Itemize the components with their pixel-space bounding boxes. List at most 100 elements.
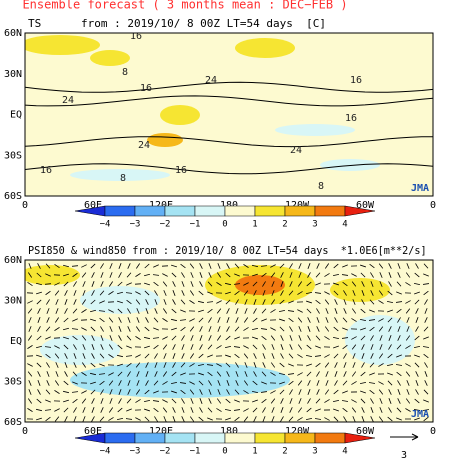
wind-vector — [63, 336, 69, 340]
wind-vector — [81, 309, 87, 313]
wind-vector — [135, 326, 141, 332]
wind-vector — [144, 345, 150, 349]
wind-vector — [36, 272, 42, 278]
wind-vector — [234, 399, 240, 403]
wind-vector — [334, 371, 338, 377]
wind-vector — [208, 389, 212, 395]
wind-vector — [280, 344, 284, 350]
colorbar-cell — [224, 432, 256, 444]
wind-vector — [225, 299, 231, 305]
wind-vector — [81, 362, 87, 368]
wind-vector — [415, 371, 419, 377]
wind-vector — [379, 335, 383, 341]
wind-vector — [332, 400, 340, 402]
wind-vector — [271, 353, 275, 359]
wind-vector — [100, 326, 104, 332]
wind-vector — [270, 398, 276, 404]
wind-vector — [251, 264, 259, 268]
wind-vector — [145, 362, 149, 368]
wind-vector — [64, 308, 68, 314]
wind-vector — [136, 308, 140, 314]
wind-vector — [91, 416, 95, 422]
wind-vector — [198, 380, 204, 386]
wind-vector — [190, 335, 194, 341]
wind-vector — [172, 416, 176, 422]
lon-label: 180 — [220, 200, 238, 211]
wind-vector — [423, 353, 429, 359]
wind-vector — [424, 317, 428, 323]
contour-label: 16 — [40, 165, 52, 176]
lon-label: 60W — [356, 426, 375, 437]
wind-vector — [413, 409, 421, 411]
panel-title: TS from : 2019/10/ 8 00Z LT=54 days [C] — [28, 17, 326, 30]
wind-vector — [98, 373, 106, 375]
wind-vector — [181, 335, 185, 341]
wind-vector — [369, 372, 375, 376]
wind-vector — [307, 326, 311, 332]
wind-vector — [388, 407, 392, 413]
wind-vector — [162, 407, 168, 413]
wind-vector — [423, 399, 429, 403]
wind-vector — [297, 380, 303, 386]
wind-vector — [172, 362, 176, 368]
wind-vector — [261, 318, 267, 322]
wind-vector — [405, 335, 411, 341]
wind-vector — [99, 363, 105, 367]
wind-vector — [305, 418, 313, 420]
wind-vector — [99, 290, 105, 296]
lat-label: 60S — [4, 191, 22, 202]
wind-vector — [235, 308, 239, 314]
wind-vector — [297, 291, 303, 295]
wind-vector — [271, 281, 275, 287]
wind-vector — [153, 380, 159, 386]
wind-vector — [125, 292, 133, 294]
colorbar-label: −3 — [130, 220, 141, 230]
wind-vector — [207, 417, 213, 421]
colorbar-label: −1 — [190, 220, 201, 230]
wind-vector — [360, 335, 366, 341]
wind-vector — [361, 416, 365, 422]
wind-vector — [35, 282, 43, 286]
wind-vector — [207, 308, 213, 314]
wind-vector — [405, 371, 411, 377]
wind-vector — [154, 353, 158, 359]
wind-vector — [135, 399, 141, 403]
wind-vector — [386, 300, 394, 304]
wind-vector — [90, 299, 96, 305]
wind-vector — [325, 308, 329, 314]
wind-vector — [370, 335, 374, 341]
wind-vector — [361, 362, 365, 368]
wind-vector — [153, 317, 159, 323]
wind-vector — [199, 407, 203, 413]
wind-vector — [243, 353, 249, 359]
wind-vector — [45, 389, 51, 395]
colorbar-cell — [104, 205, 136, 217]
wind-vector — [422, 283, 430, 285]
wind-vector — [153, 281, 159, 287]
colorbar-label: 2 — [282, 447, 287, 457]
wind-vector — [126, 345, 132, 349]
wind-vector — [260, 265, 268, 267]
wind-vector — [423, 416, 429, 422]
wind-vector — [405, 398, 411, 404]
wind-vector — [396, 354, 402, 358]
wind-vector — [207, 281, 213, 287]
wind-vector — [36, 354, 42, 358]
wind-vector — [306, 308, 312, 314]
wind-vector — [100, 272, 104, 278]
wind-vector — [287, 373, 295, 375]
panel-title: PSI850 & wind850 from : 2019/10/ 8 00Z L… — [28, 246, 427, 257]
wind-vector — [387, 309, 393, 313]
wind-vector — [45, 399, 51, 403]
colorbar-cell — [134, 432, 166, 444]
wind-vector — [189, 318, 195, 322]
wind-vector — [171, 398, 177, 404]
wind-vector — [135, 417, 141, 421]
wind-vector — [253, 308, 257, 314]
wind-vector — [405, 345, 411, 349]
wind-vector — [154, 290, 158, 296]
wind-vector — [180, 389, 186, 395]
wind-vector — [369, 362, 375, 368]
wind-vector — [314, 355, 322, 357]
wind-vector — [206, 301, 214, 303]
